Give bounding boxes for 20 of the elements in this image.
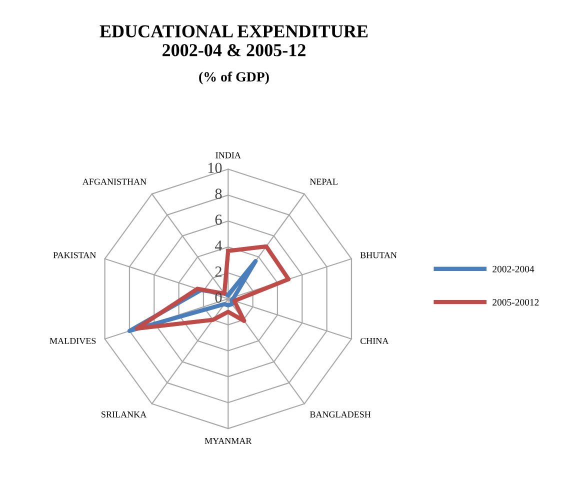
spoke-label: BANGLADESH (310, 411, 371, 418)
y-tick-label: 10 (208, 162, 222, 174)
text: 2005-20012 (492, 299, 539, 306)
spoke-label: CHINA (360, 338, 389, 344)
spoke-label: NEPAL (310, 178, 338, 185)
text: 2002-2004 (492, 266, 534, 272)
y-tick-label: 6 (215, 214, 222, 225)
spoke-label: AFGANISTHAN (82, 178, 146, 185)
spoke-label: MYANMAR (204, 438, 252, 444)
chart-subtitle: (% of GDP) (199, 72, 269, 84)
spoke-label: BHUTAN (360, 252, 397, 258)
spoke-label: MALDIVES (50, 338, 96, 344)
spoke-label: INDIA (216, 152, 241, 158)
spoke-label: PAKISTAN (53, 252, 96, 258)
spoke-label: SRILANKA (102, 411, 147, 418)
y-tick-label: 4 (214, 240, 222, 251)
y-tick-label: 2 (215, 266, 222, 277)
y-tick-label: 8 (215, 188, 222, 199)
chart-title: EDUCATIONAL EXPENDITURE 2002-04 & 2005-12 (100, 25, 368, 56)
y-tick-label: 0 (215, 292, 222, 303)
